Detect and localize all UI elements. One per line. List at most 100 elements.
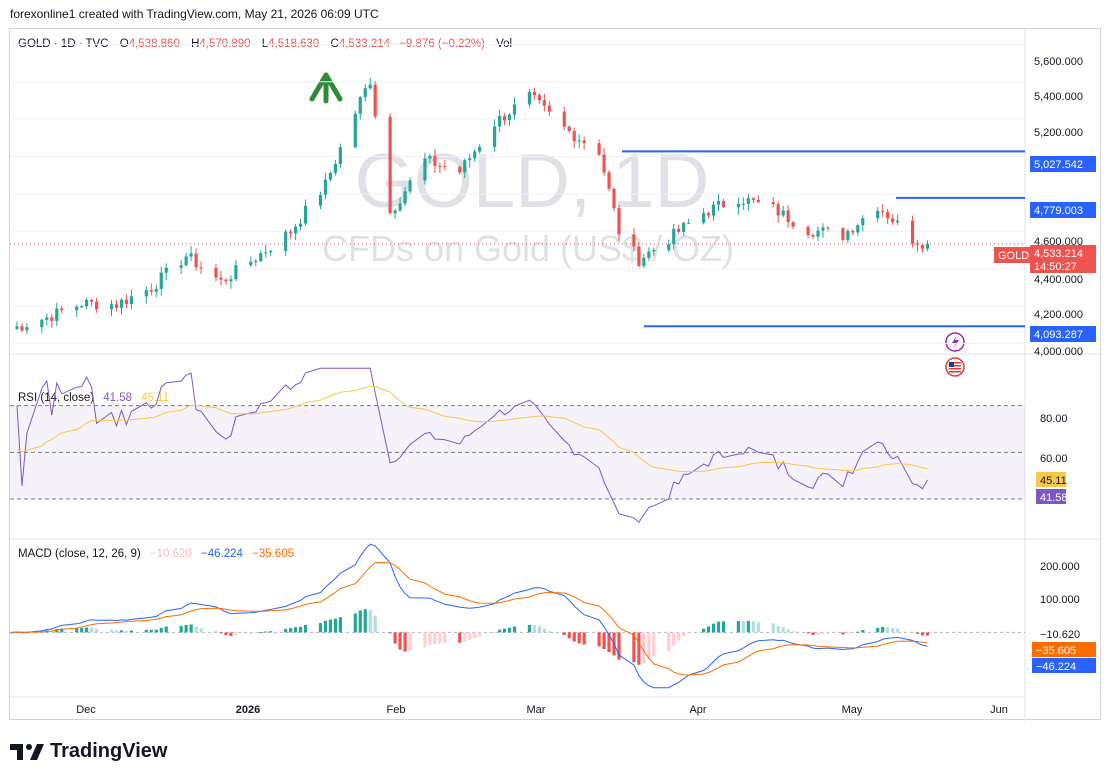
macd-histogram-bar (333, 618, 337, 633)
candle-body (179, 265, 183, 268)
candle-body (124, 299, 129, 305)
up-arrow-icon (309, 72, 343, 104)
candle-body (706, 213, 711, 216)
tradingview-logo-icon (10, 743, 44, 760)
macd-histogram-bar (284, 628, 288, 633)
candle-body (602, 154, 606, 173)
candle-body (652, 249, 656, 252)
candle-body (567, 126, 571, 132)
svg-text:5,027.542: 5,027.542 (1034, 159, 1083, 171)
candle-body (189, 253, 193, 257)
candle-body (423, 158, 427, 181)
us-flag-icon[interactable] (945, 357, 965, 377)
macd-histogram-bar (567, 632, 571, 639)
candle-body (925, 243, 930, 249)
candle-body (562, 111, 566, 127)
macd-histogram-bar (811, 632, 815, 635)
macd-histogram-bar (876, 627, 880, 633)
macd-histogram-bar (826, 632, 830, 634)
candle-body (751, 198, 755, 200)
macd-histogram-bar (154, 629, 158, 633)
macd-histogram-bar (353, 613, 357, 633)
macd-histogram-bar (776, 625, 780, 633)
candle-body (811, 235, 815, 237)
macd-histogram-bar (607, 632, 611, 653)
candle-body (632, 234, 636, 247)
candle-body (45, 317, 49, 320)
candle-body (85, 299, 89, 307)
macd-histogram-bar (184, 624, 188, 633)
macd-histogram-bar (677, 632, 681, 641)
macd-histogram-bar (124, 630, 129, 633)
macd-histogram-bar (323, 620, 328, 633)
macd-histogram-bar (547, 631, 551, 633)
macd-histogram-bar (20, 632, 24, 634)
price-tick-label: 4,400.000 (1034, 274, 1083, 286)
macd-histogram-bar (572, 632, 576, 642)
candle-body (647, 251, 651, 258)
candle-body (368, 84, 372, 89)
lightning-event-icon[interactable] (945, 332, 965, 352)
candle-body (149, 290, 153, 292)
macd-histogram-bar (90, 627, 94, 633)
svg-text:GOLD: GOLD (998, 250, 1029, 262)
candle-body (478, 146, 482, 152)
candle-body (512, 104, 517, 115)
candle-body (408, 180, 412, 192)
macd-histogram-bar (219, 632, 223, 634)
macd-histogram-bar (751, 621, 755, 633)
candle-body (816, 230, 820, 237)
candle-body (363, 88, 367, 98)
candle-body (876, 210, 880, 219)
candle-body (910, 220, 915, 244)
candle-body (851, 230, 855, 233)
chart-frame[interactable]: GOLD, 1D CFDs on Gold (US$ / OZ) GOLD · … (9, 28, 1102, 721)
candle-body (254, 261, 258, 263)
candle-body (323, 179, 328, 195)
candle-body (532, 92, 537, 96)
macd-histogram-bar (298, 626, 303, 633)
macd-histogram-bar (114, 630, 119, 633)
candle-body (736, 203, 741, 208)
candle-body (234, 265, 238, 280)
candle-body (333, 164, 337, 174)
macd-histogram-bar (224, 632, 228, 636)
svg-text:−10.620: −10.620 (1040, 629, 1080, 641)
macd-histogram-bar (109, 629, 114, 633)
candle-body (721, 201, 726, 208)
candle-body (328, 173, 333, 180)
level-label-2: 4,779.003 (1030, 202, 1096, 218)
candle-body (781, 210, 785, 216)
macd-histogram-bar (746, 620, 750, 633)
candle-body (617, 208, 621, 235)
symbol-price-tag: GOLD (994, 247, 1030, 263)
macd-histogram-bar (756, 622, 760, 633)
candle-body (687, 222, 691, 224)
svg-text:14:50:27: 14:50:27 (1034, 261, 1077, 273)
macd-histogram-bar (642, 632, 646, 664)
candle-body (194, 253, 198, 268)
svg-text:4,533.214: 4,533.214 (1034, 248, 1083, 260)
macd-tick-label: 100.000 (1040, 594, 1080, 606)
macd-line-value: −46.224 (201, 548, 243, 560)
macd-histogram-bar (373, 615, 377, 633)
candle-body (90, 299, 94, 302)
tradingview-logo[interactable]: TradingView (10, 740, 167, 763)
candle-body (199, 267, 203, 269)
macd-histogram-bar (577, 632, 581, 644)
candle-body (507, 114, 512, 121)
candle-body (746, 198, 750, 204)
candle-body (80, 306, 84, 308)
svg-text:45.11: 45.11 (1040, 475, 1067, 487)
candle-body (298, 223, 303, 227)
macd-histogram-bar (597, 632, 601, 647)
candle-body (94, 301, 99, 310)
chart-caption: forexonline1 created with TradingView.co… (10, 7, 379, 21)
macd-histogram-bar (512, 626, 517, 633)
price-tick-label: 5,600.000 (1034, 56, 1083, 68)
macd-histogram-bar (896, 628, 900, 633)
price-tick-label: 5,200.000 (1034, 127, 1083, 139)
chart-canvas[interactable]: GOLD, 1D CFDs on Gold (US$ / OZ) GOLD · … (10, 29, 1102, 721)
candle-body (771, 202, 775, 205)
macd-histogram-bar (463, 632, 467, 642)
